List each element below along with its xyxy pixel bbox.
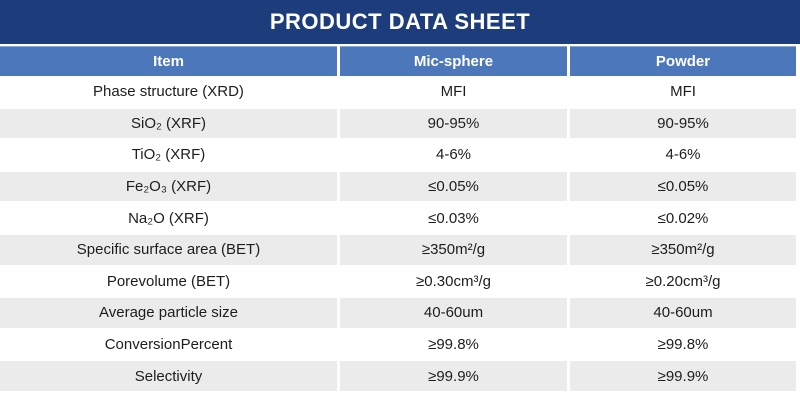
spec-table: Item Mic-sphere Powder Phase structure (… [0, 46, 796, 392]
table-row-conversion: ConversionPercent ≥99.8% ≥99.8% [0, 329, 796, 361]
table-row-porevolume: Porevolume (BET) ≥0.30cm³/g ≥0.20cm³/g [0, 266, 796, 298]
table-row-sio2: SiO₂ (XRF) 90-95% 90-95% [0, 107, 796, 140]
item-cell: Specific surface area (BET) [0, 233, 337, 266]
powder-cell: ≤0.02% [657, 209, 709, 227]
table-row-surface-area: Specific surface area (BET) ≥350m²/g ≥35… [0, 233, 796, 266]
mic-sphere-cell: ≤0.03% [428, 209, 479, 227]
powder-cell: 90-95% [570, 107, 796, 140]
table-row-phase-structure: Phase structure (XRD) MFI MFI [0, 76, 796, 108]
item-cell: TiO₂ (XRF) [131, 146, 206, 164]
item-cell: Fe₂O₃ (XRF) [0, 170, 337, 203]
mic-sphere-cell: 40-60um [340, 297, 567, 329]
table-row-particle-size: Average particle size 40-60um 40-60um [0, 297, 796, 329]
powder-cell: MFI [670, 83, 696, 101]
item-cell: ConversionPercent [104, 336, 233, 354]
item-cell: Na₂O (XRF) [128, 209, 209, 227]
powder-cell: 40-60um [570, 297, 796, 329]
column-header-item: Item [0, 46, 337, 76]
powder-cell: ≥99.9% [570, 360, 796, 392]
powder-cell: ≥350m²/g [570, 233, 796, 266]
mic-sphere-cell: 90-95% [340, 107, 567, 140]
table-row-fe2o3: Fe₂O₃ (XRF) ≤0.05% ≤0.05% [0, 170, 796, 203]
mic-sphere-cell: ≤0.05% [340, 170, 567, 203]
powder-cell: ≤0.05% [570, 170, 796, 203]
item-cell: Selectivity [0, 360, 337, 392]
table-header-row: Item Mic-sphere Powder [0, 46, 796, 76]
column-header-mic-sphere: Mic-sphere [340, 46, 567, 76]
mic-sphere-cell: ≥350m²/g [340, 233, 567, 266]
mic-sphere-cell: ≥99.8% [428, 336, 479, 354]
mic-sphere-cell: 4-6% [435, 146, 472, 164]
divider [0, 44, 800, 46]
item-cell: SiO₂ (XRF) [0, 107, 337, 140]
mic-sphere-cell: ≥99.9% [340, 360, 567, 392]
powder-cell: ≥99.8% [657, 336, 709, 354]
powder-cell: 4-6% [665, 146, 701, 164]
item-cell: Phase structure (XRD) [93, 83, 244, 101]
mic-sphere-cell: ≥0.30cm³/g [416, 272, 491, 290]
table-row-selectivity: Selectivity ≥99.9% ≥99.9% [0, 360, 796, 392]
mic-sphere-cell: MFI [440, 83, 467, 101]
title-bar: PRODUCT DATA SHEET [0, 0, 800, 44]
item-cell: Average particle size [0, 297, 337, 329]
page-title: PRODUCT DATA SHEET [269, 9, 531, 34]
item-cell: Porevolume (BET) [106, 272, 231, 290]
powder-cell: ≥0.20cm³/g [645, 272, 721, 290]
column-header-powder: Powder [570, 46, 796, 76]
table-row-na2o: Na₂O (XRF) ≤0.03% ≤0.02% [0, 202, 796, 234]
table-row-tio2: TiO₂ (XRF) 4-6% 4-6% [0, 139, 796, 171]
